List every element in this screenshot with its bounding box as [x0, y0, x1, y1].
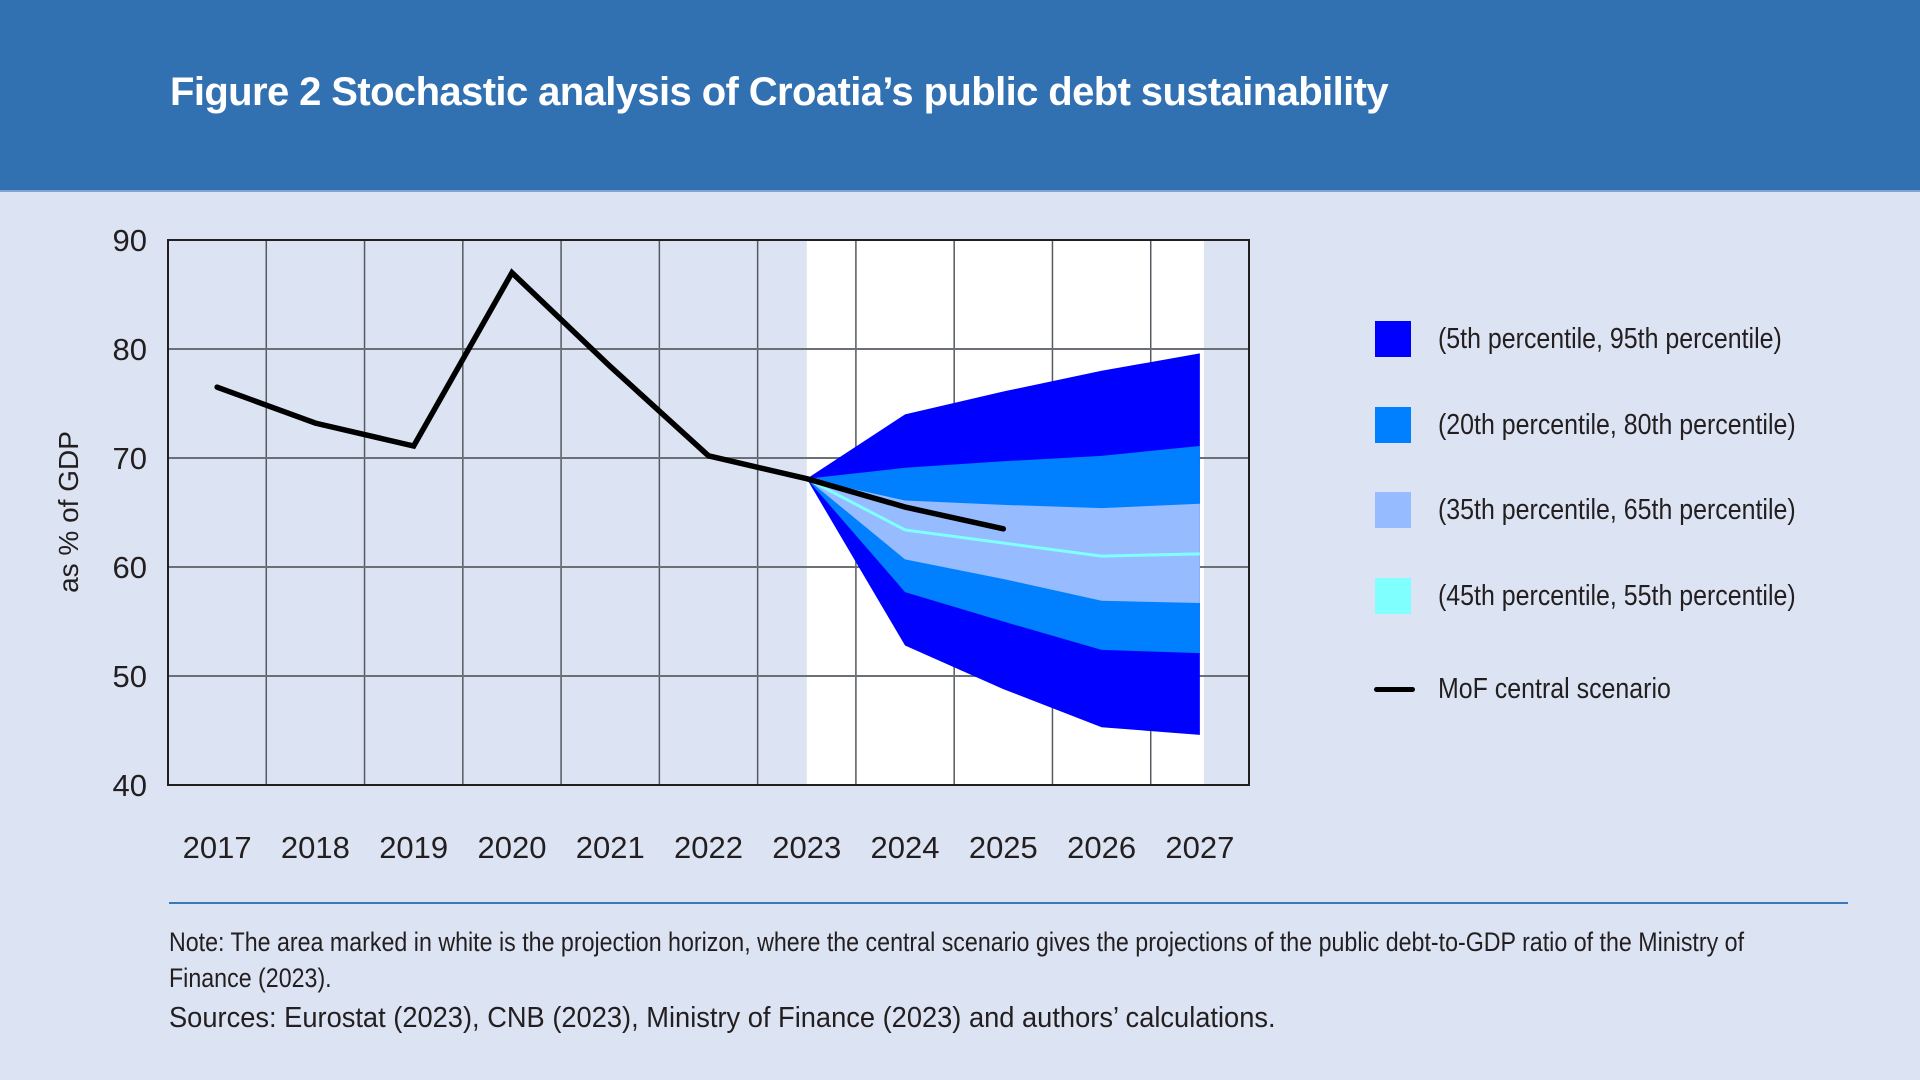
- y-tick-label: 40: [113, 768, 147, 803]
- figure-header: Figure 2 Stochastic analysis of Croatia’…: [0, 0, 1920, 192]
- x-tick-label: 2023: [772, 830, 841, 865]
- legend-swatch: [1375, 321, 1411, 357]
- x-tick-label: 2020: [477, 830, 546, 865]
- y-axis-ticks: 90 80 70 60 50 40: [113, 223, 147, 803]
- footer-divider: [169, 902, 1848, 904]
- y-tick-label: 50: [113, 659, 147, 694]
- legend-line-swatch: [1374, 687, 1415, 692]
- figure-title: Figure 2 Stochastic analysis of Croatia’…: [170, 70, 1389, 114]
- x-tick-label: 2021: [576, 830, 645, 865]
- y-tick-label: 60: [113, 550, 147, 585]
- x-tick-label: 2027: [1165, 830, 1234, 865]
- legend-swatch: [1375, 492, 1411, 528]
- footer-note: Note: The area marked in white is the pr…: [169, 927, 1745, 993]
- fan-chart: 90 80 70 60 50 40 2017 2018 2019 2020 2021 2022 202…: [53, 223, 1250, 865]
- plot-frame: [167, 239, 1250, 786]
- x-tick-label: 2017: [183, 830, 252, 865]
- x-tick-label: 2025: [969, 830, 1038, 865]
- footer-sources: Sources: Eurostat (2023), CNB (2023), Mi…: [169, 1002, 1276, 1034]
- legend-label: (45th percentile, 55th percentile): [1438, 580, 1796, 612]
- legend-swatch: [1375, 407, 1411, 443]
- central-scenario-layer: [214, 268, 1007, 532]
- y-tick-label: 80: [113, 332, 147, 367]
- legend-label: (35th percentile, 65th percentile): [1438, 494, 1796, 526]
- legend-label: (20th percentile, 80th percentile): [1438, 409, 1796, 441]
- legend-swatch: [1375, 578, 1411, 614]
- legend-label: (5th percentile, 95th percentile): [1438, 323, 1782, 355]
- x-tick-label: 2024: [871, 830, 940, 865]
- x-axis-ticks: 2017 2018 2019 2020 2021 2022 2023 2024 2025 2026…: [183, 830, 1235, 865]
- y-tick-label: 90: [113, 223, 147, 258]
- x-tick-label: 2019: [379, 830, 448, 865]
- central-scenario-line: [214, 268, 1007, 532]
- legend-label: MoF central scenario: [1438, 673, 1671, 705]
- y-tick-label: 70: [113, 441, 147, 476]
- x-tick-label: 2018: [281, 830, 350, 865]
- band-45-55-line: [806, 477, 1200, 558]
- x-tick-label: 2022: [674, 830, 743, 865]
- y-axis-label: as % of GDP: [53, 431, 84, 593]
- x-tick-label: 2026: [1067, 830, 1136, 865]
